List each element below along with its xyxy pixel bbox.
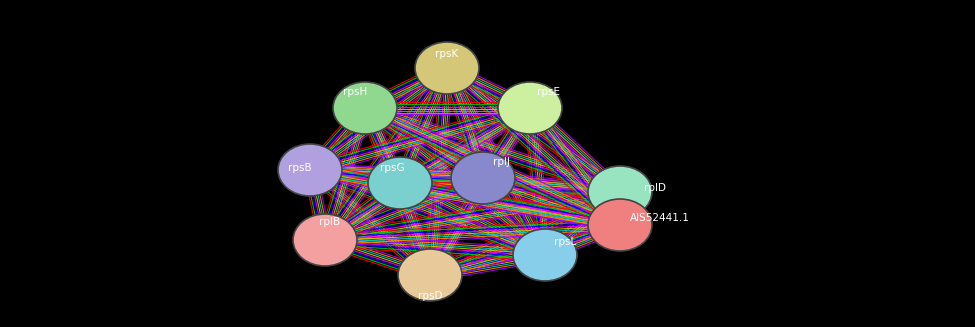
Text: rpsD: rpsD: [417, 291, 443, 301]
Text: rplB: rplB: [320, 217, 340, 227]
Ellipse shape: [293, 214, 357, 266]
Text: rpsH: rpsH: [343, 87, 368, 97]
Ellipse shape: [368, 157, 432, 209]
Ellipse shape: [498, 82, 562, 134]
Ellipse shape: [513, 229, 577, 281]
Text: rpsB: rpsB: [289, 163, 312, 173]
Ellipse shape: [415, 42, 479, 94]
Text: rpsE: rpsE: [536, 87, 560, 97]
Text: AIS52441.1: AIS52441.1: [630, 213, 690, 223]
Text: rpsL: rpsL: [554, 237, 576, 247]
Ellipse shape: [398, 249, 462, 301]
Ellipse shape: [451, 152, 515, 204]
Ellipse shape: [278, 144, 342, 196]
Ellipse shape: [588, 166, 652, 218]
Ellipse shape: [588, 199, 652, 251]
Text: rpsG: rpsG: [379, 163, 405, 173]
Text: rplJ: rplJ: [493, 157, 511, 167]
Text: rpsK: rpsK: [436, 49, 458, 59]
Text: rplD: rplD: [644, 183, 666, 193]
Ellipse shape: [333, 82, 397, 134]
